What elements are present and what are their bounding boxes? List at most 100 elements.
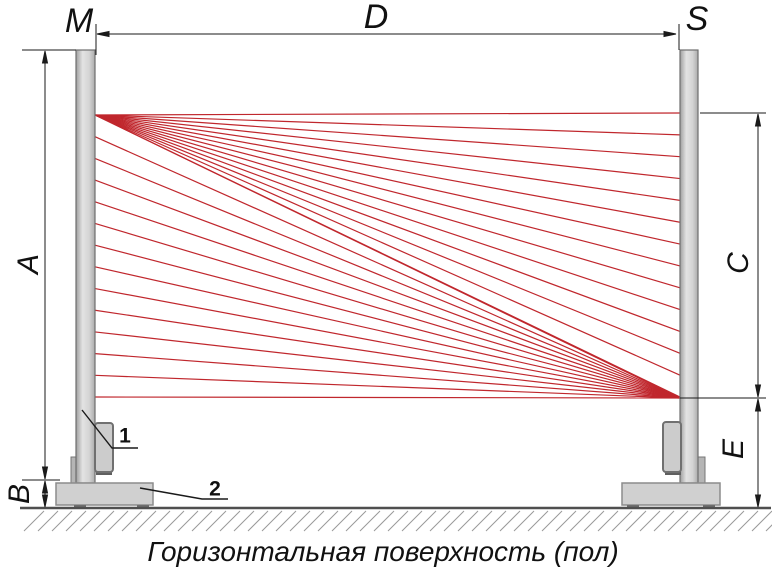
floor [20,506,772,532]
generated-line [653,510,675,532]
label-dim-c: C [722,252,755,274]
generated-line [94,114,681,354]
generated-line [94,222,681,399]
generated-line [94,201,681,399]
leader-callout-2 [139,487,228,500]
generated-line [373,510,395,532]
generated-line [149,510,171,532]
generated-line [737,510,759,532]
generated-line [163,510,185,532]
generated-line [667,510,689,532]
post-s [679,49,699,484]
generated-line [177,510,199,532]
generated-line [387,510,409,532]
generated-line [471,510,493,532]
generated-line [94,114,681,223]
dimensions [22,24,766,508]
label-callout-2: 2 [209,477,221,501]
arrow-d-right [663,30,677,38]
generated-line [247,510,269,532]
generated-line [275,510,297,532]
arrow-a-bottom [41,466,49,480]
generated-line [94,287,681,399]
generated-line [94,244,681,399]
label-callout-1: 1 [119,424,131,448]
generated-line [261,510,283,532]
generated-line [94,396,681,399]
generated-line [94,114,681,136]
arrow-a-top [41,50,49,64]
generated-line [429,510,451,532]
leader-callout-1 [81,409,138,449]
generated-line [765,524,772,532]
arrow-d-left [96,30,110,38]
generated-line [135,510,157,532]
generated-line [94,114,681,376]
generated-line [94,114,681,180]
generated-line [289,510,311,532]
generated-line [94,374,681,399]
generated-line [94,331,681,399]
arrow-b-top [41,480,49,494]
generated-line [23,510,45,532]
label-dim-d: D [363,0,389,36]
generated-line [541,510,563,532]
generated-line [65,510,87,532]
generated-line [94,266,681,399]
generated-line [415,510,437,532]
generated-line [94,114,681,267]
generated-line [583,510,605,532]
generated-line [625,510,647,532]
structure [55,49,721,509]
generated-line [94,114,681,289]
generated-line [611,510,633,532]
generated-line [569,510,591,532]
generated-line [359,510,381,532]
generated-line [94,157,681,399]
arrow-b-bottom [41,494,49,508]
generated-line [94,114,681,158]
generated-line [94,309,681,399]
generated-line [723,510,745,532]
generated-line [205,510,227,532]
generated-line [345,510,367,532]
generated-line [121,510,143,532]
generated-line [79,510,101,532]
generated-line [499,510,521,532]
generated-line [527,510,549,532]
label-dim-a: A [12,253,45,275]
generated-line [331,510,353,532]
sensor-box-s [662,421,682,473]
generated-line [709,510,731,532]
label-post-s: S [685,0,709,38]
generated-line [94,114,681,245]
beam-fan-to-s [94,114,681,399]
floor-hatching [23,510,772,532]
label-post-m: M [64,2,94,40]
generated-line [597,510,619,532]
generated-line [94,179,681,399]
generated-line [555,510,577,532]
generated-line [94,353,681,399]
arrow-c-bottom [754,384,762,398]
generated-line [51,510,73,532]
floor-caption: Горизонтальная поверхность (пол) [147,536,619,567]
generated-line [639,510,661,532]
base-m [55,482,154,506]
arrow-e-top [754,398,762,412]
generated-line [94,114,681,399]
post-m [75,49,96,484]
generated-line [751,510,772,532]
label-dim-e: E [717,438,750,460]
generated-line [94,136,681,399]
generated-line [681,510,703,532]
generated-line [94,112,681,116]
generated-line [457,510,479,532]
generated-line [37,510,59,532]
generated-line [94,114,681,333]
generated-line [485,510,507,532]
generated-line [695,510,717,532]
generated-line [303,510,325,532]
